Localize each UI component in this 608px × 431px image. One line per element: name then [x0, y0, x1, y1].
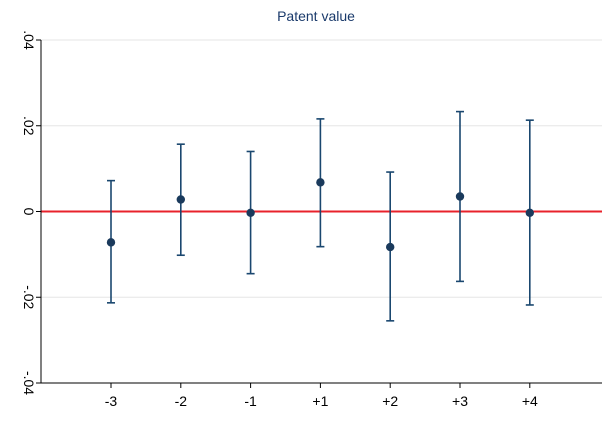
y-tick-label: 0	[21, 208, 37, 216]
point-estimate	[455, 192, 465, 201]
x-tick-label: +2	[382, 393, 398, 409]
x-tick-label: +3	[452, 393, 468, 409]
point-estimate	[106, 238, 116, 247]
y-tick-label: .04	[21, 30, 37, 50]
point-estimate	[386, 242, 395, 252]
point-estimate	[525, 208, 534, 217]
chart-title: Patent value	[277, 8, 355, 24]
point-estimate	[176, 195, 185, 204]
point-estimate	[246, 208, 255, 217]
point-layer	[106, 178, 534, 252]
x-tick-label: +4	[522, 393, 538, 409]
x-tick-label: -3	[105, 393, 118, 409]
x-tick-label: +1	[312, 393, 328, 409]
y-tick-label: .02	[21, 116, 37, 136]
x-tick-label: -2	[175, 393, 188, 409]
point-estimate	[316, 178, 325, 187]
y-tick-label: -.04	[21, 371, 37, 395]
y-tick-label: -.02	[21, 285, 37, 309]
confidence-interval-layer	[107, 110, 534, 322]
axis-layer: -.04 -.02 0 .02 .04 -3 -2 -1 +1 +2 +3 +4	[21, 30, 602, 409]
x-tick-label: -1	[244, 393, 257, 409]
